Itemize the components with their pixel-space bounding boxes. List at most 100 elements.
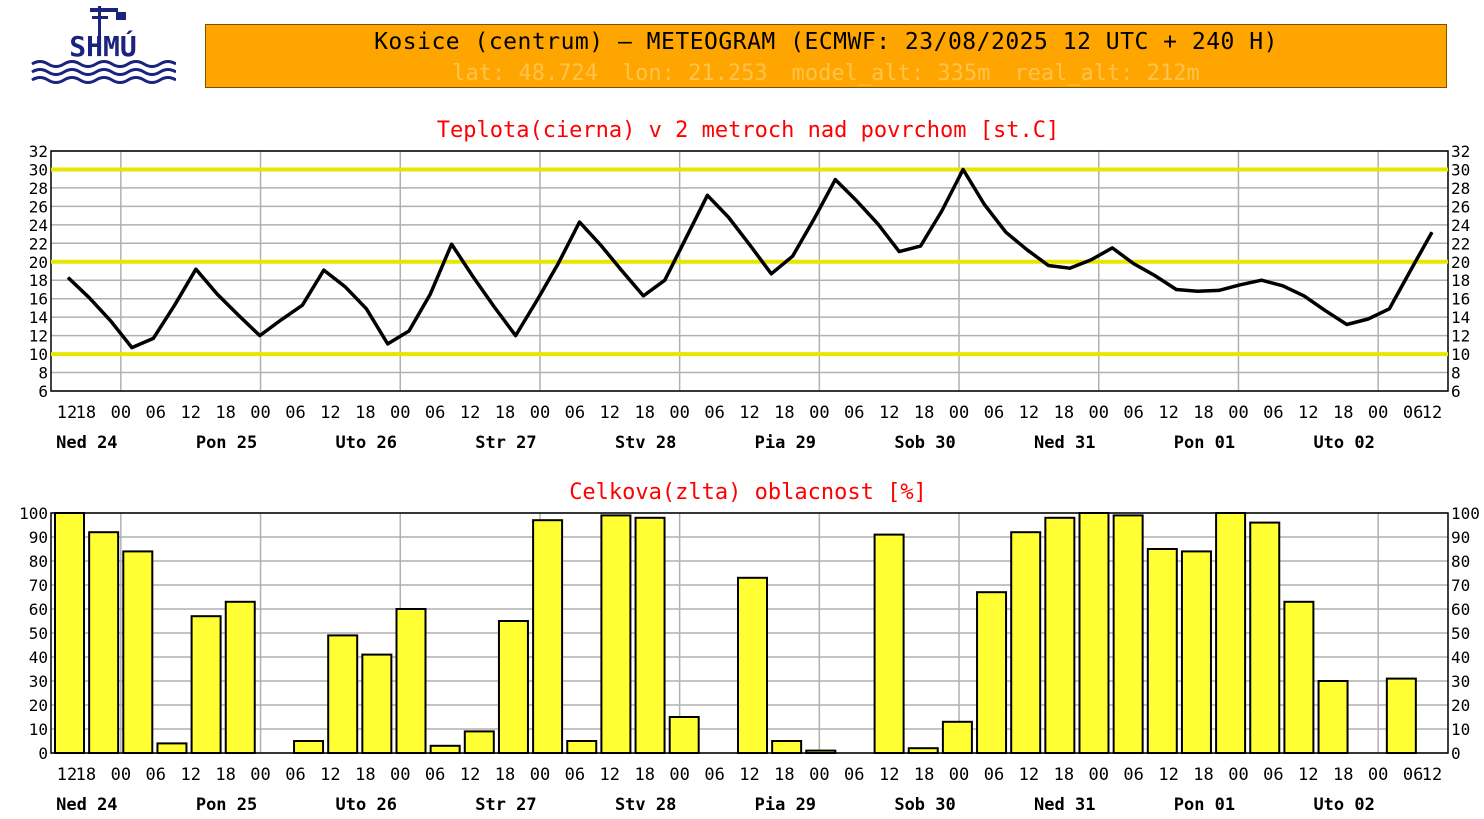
temperature-xtick-label: 06 <box>1123 403 1143 423</box>
temperature-day-label: Uto 26 <box>336 433 397 453</box>
real-altitude-label: real_alt: 212m <box>1014 61 1200 86</box>
temperature-day-label: Stv 28 <box>615 433 676 453</box>
cloud-cover-xtick-label: 06 <box>1403 765 1423 785</box>
cloud-cover-xtick-label: 00 <box>1228 765 1248 785</box>
temperature-series-line <box>66 167 1434 350</box>
cloud-cover-xtick-label: 18 <box>1054 765 1074 785</box>
cloud-cover-bar <box>1283 600 1315 754</box>
temperature-xtick-label: 00 <box>1368 403 1388 423</box>
cloud-cover-ytick-right: 20 <box>1451 696 1470 715</box>
cloud-cover-xtick-label: 12 <box>320 765 340 785</box>
temperature-xtick-label: 06 <box>844 403 864 423</box>
temperature-ytick-right: 6 <box>1451 382 1461 401</box>
cloud-cover-bar <box>1249 521 1281 754</box>
cloud-cover-ytick-left: 20 <box>29 696 48 715</box>
temperature-xtick-label: 18 <box>634 403 654 423</box>
cloud-cover-bar <box>1044 516 1076 754</box>
temperature-xtick-label: 12 <box>1158 403 1178 423</box>
temperature-ytick-left: 28 <box>29 179 48 198</box>
temperature-chart-title: Teplota(cierna) v 2 metroch nad povrchom… <box>437 118 1060 143</box>
cloud-cover-ytick-left: 10 <box>29 720 48 739</box>
temperature-xtick-label: 00 <box>1228 403 1248 423</box>
temperature-ytick-left: 12 <box>29 327 48 346</box>
cloud-cover-xtick-label: 00 <box>390 765 410 785</box>
logo-text: SHMÚ <box>69 29 136 63</box>
temperature-ytick-right: 8 <box>1451 364 1461 383</box>
cloud-cover-ytick-right: 0 <box>1451 744 1461 763</box>
temperature-ytick-right: 14 <box>1451 308 1470 327</box>
cloud-cover-ytick-right: 60 <box>1451 600 1470 619</box>
temperature-xtick-label: 00 <box>530 403 550 423</box>
cloud-cover-xtick-label: 12 <box>879 765 899 785</box>
cloud-cover-day-label: Pon 25 <box>196 795 257 815</box>
cloud-cover-xtick-label: 06 <box>984 765 1004 785</box>
temperature-xtick-label: 00 <box>390 403 410 423</box>
temperature-xtick-label: 18 <box>215 403 235 423</box>
temperature-xtick-label: 12 <box>1019 403 1039 423</box>
cloud-cover-day-label: Pia 29 <box>755 795 816 815</box>
temperature-xtick-label: 18 <box>1333 403 1353 423</box>
cloud-cover-bar <box>156 742 188 755</box>
cloud-cover-ytick-left: 70 <box>29 576 48 595</box>
temperature-plot-frame <box>50 150 1449 392</box>
cloud-cover-bar <box>1180 550 1212 755</box>
cloud-cover-xtick-label: 06 <box>285 765 305 785</box>
cloud-cover-bar <box>361 653 393 754</box>
cloud-cover-bar <box>1385 677 1417 754</box>
temperature-ytick-left: 26 <box>29 197 48 216</box>
cloud-cover-bar <box>88 531 120 755</box>
temperature-xtick-label: 06 <box>146 403 166 423</box>
cloud-cover-xtick-label: 06 <box>146 765 166 785</box>
temperature-day-label: Pia 29 <box>755 433 816 453</box>
temperature-ytick-left: 10 <box>29 345 48 364</box>
cloud-cover-bar <box>873 533 905 754</box>
latitude-label: lat: 48.724 <box>452 61 598 86</box>
temperature-ytick-left: 32 <box>29 142 48 161</box>
temperature-xtick-label: 12 <box>600 403 620 423</box>
cloud-cover-xtick-label: 18 <box>355 765 375 785</box>
cloud-cover-xtick-label: 00 <box>949 765 969 785</box>
cloud-cover-bar <box>976 591 1008 755</box>
temperature-xtick-label: 06 <box>425 403 445 423</box>
cloud-cover-bar <box>737 576 768 754</box>
temperature-xtick-label: 06 <box>565 403 585 423</box>
cloud-cover-ytick-right: 70 <box>1451 576 1470 595</box>
cloud-cover-xtick-label: 12 <box>1422 765 1442 785</box>
cloud-cover-xtick-label: 00 <box>1368 765 1388 785</box>
cloud-cover-bar <box>566 740 598 754</box>
temperature-ytick-right: 20 <box>1451 253 1470 272</box>
cloud-cover-xtick-label: 06 <box>1263 765 1283 785</box>
cloud-cover-bar <box>805 749 837 754</box>
cloud-cover-xtick-label: 00 <box>250 765 270 785</box>
cloud-cover-xtick-label: 18 <box>76 765 96 785</box>
temperature-day-label: Sob 30 <box>894 433 955 453</box>
temperature-xtick-label: 00 <box>111 403 131 423</box>
cloud-cover-xtick-label: 12 <box>600 765 620 785</box>
cloud-cover-xtick-label: 12 <box>1158 765 1178 785</box>
cloud-cover-bar <box>224 600 256 754</box>
temperature-xtick-label: 12 <box>180 403 200 423</box>
cloud-cover-bar <box>1078 512 1110 754</box>
temperature-ytick-left: 22 <box>29 234 48 253</box>
cloud-cover-ytick-left: 90 <box>29 528 48 547</box>
cloud-cover-bar <box>907 747 939 755</box>
shmu-logo: SHMÚ <box>31 6 176 84</box>
temperature-ytick-right: 28 <box>1451 179 1470 198</box>
temperature-day-label: Pon 01 <box>1174 433 1235 453</box>
temperature-ytick-right: 32 <box>1451 142 1470 161</box>
meteogram-header: Kosice (centrum) – METEOGRAM (ECMWF: 23/… <box>205 24 1447 88</box>
temperature-ytick-left: 20 <box>29 253 48 272</box>
cloud-cover-xtick-label: 18 <box>1193 765 1213 785</box>
cloud-cover-xtick-label: 06 <box>565 765 585 785</box>
cloud-cover-bar <box>771 740 803 754</box>
temperature-ytick-right: 16 <box>1451 290 1470 309</box>
temperature-day-label: Str 27 <box>475 433 536 453</box>
cloud-cover-ytick-left: 40 <box>29 648 48 667</box>
cloud-cover-xtick-label: 06 <box>704 765 724 785</box>
cloud-cover-ytick-right: 50 <box>1451 624 1470 643</box>
cloud-cover-xtick-label: 12 <box>1019 765 1039 785</box>
cloud-cover-bar <box>429 744 461 754</box>
temperature-xtick-label: 00 <box>809 403 829 423</box>
meteogram-title: Kosice (centrum) – METEOGRAM (ECMWF: 23/… <box>374 29 1278 55</box>
